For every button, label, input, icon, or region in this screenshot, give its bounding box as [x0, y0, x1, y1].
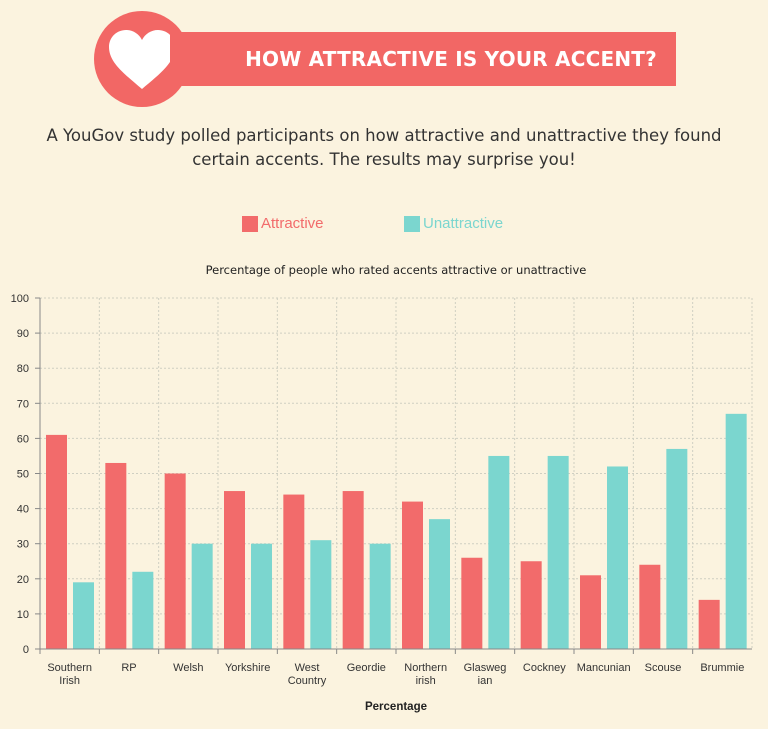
page-title: HOW ATTRACTIVE IS YOUR ACCENT?	[245, 47, 657, 71]
x-tick-label: Mancunian	[577, 662, 631, 674]
bar-unattractive	[666, 448, 688, 649]
bar-unattractive	[251, 543, 272, 649]
x-tick-label: RP	[121, 662, 136, 674]
legend-label-unattractive: Unattractive	[423, 215, 504, 232]
x-tick-label: Yorkshire	[225, 662, 270, 674]
intro-text: A YouGov study polled participants on ho…	[46, 126, 722, 169]
bar-unattractive	[429, 519, 450, 649]
x-tick-label: West	[295, 662, 320, 674]
chart-legend: Attractive Unattractive	[0, 215, 768, 235]
x-axis-title: Percentage	[365, 701, 427, 713]
x-tick-label: Welsh	[173, 662, 203, 674]
y-tick-label-70: 70	[17, 398, 29, 410]
bar-attractive	[283, 494, 305, 649]
y-tick-label-10: 10	[17, 609, 29, 621]
bar-attractive	[342, 491, 364, 649]
bar-attractive	[698, 599, 720, 649]
bar-attractive	[46, 434, 67, 649]
bar-attractive	[402, 501, 423, 649]
bar-attractive	[580, 575, 601, 649]
y-tick-label-60: 60	[17, 433, 29, 445]
y-tick-label-90: 90	[17, 328, 29, 340]
legend-swatch-unattractive	[404, 215, 420, 232]
legend-item-unattractive: Unattractive	[404, 215, 503, 232]
bar-unattractive	[607, 466, 628, 649]
bar-unattractive	[132, 571, 154, 649]
bar-unattractive	[547, 455, 569, 649]
x-tick-label: Northern	[404, 662, 447, 674]
y-tick-label-30: 30	[17, 539, 29, 551]
bar-attractive	[224, 491, 245, 649]
bar-attractive	[520, 561, 542, 649]
y-tick-label-20: 20	[17, 574, 29, 586]
x-tick-label: Scouse	[645, 662, 682, 674]
bar-attractive	[639, 564, 661, 649]
x-tick-label: Geordie	[347, 662, 386, 674]
title-banner: HOW ATTRACTIVE IS YOUR ACCENT?	[170, 32, 676, 86]
bar-unattractive	[725, 413, 747, 649]
bar-unattractive	[191, 543, 213, 649]
y-tick-label-0: 0	[23, 644, 29, 656]
y-tick-label-50: 50	[17, 469, 29, 481]
x-tick-label: Country	[288, 675, 327, 687]
bar-attractive	[461, 557, 483, 649]
x-tick-label: Irish	[59, 675, 80, 687]
legend-label-attractive: Attractive	[261, 215, 324, 232]
x-tick-label: Glasweg	[464, 662, 507, 674]
bar-unattractive	[369, 543, 391, 649]
y-tick-label-40: 40	[17, 504, 29, 516]
bar-unattractive	[488, 455, 510, 649]
x-tick-label: Brummie	[700, 662, 744, 674]
y-tick-label-100: 100	[11, 293, 29, 305]
y-tick-label-80: 80	[17, 363, 29, 375]
bar-unattractive	[310, 540, 332, 649]
x-tick-label: Cockney	[523, 662, 566, 674]
x-tick-label: irish	[416, 675, 436, 687]
bar-chart: Percentage of people who rated accents a…	[11, 263, 753, 713]
bar-attractive	[164, 473, 186, 649]
legend-swatch-attractive	[242, 215, 258, 232]
x-tick-label: Southern	[47, 662, 92, 674]
x-tick-label: ian	[478, 675, 493, 687]
chart-title: Percentage of people who rated accents a…	[206, 263, 587, 277]
bar-unattractive	[73, 582, 94, 649]
heart-icon	[109, 30, 175, 89]
bar-attractive	[105, 462, 127, 649]
legend-item-attractive: Attractive	[242, 215, 324, 232]
